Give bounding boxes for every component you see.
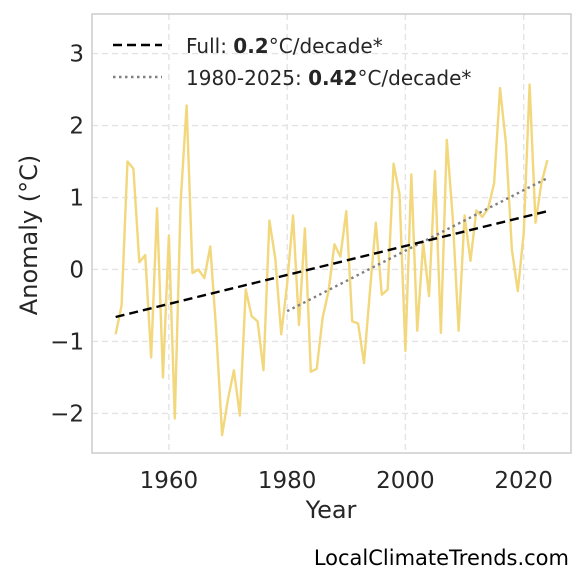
anomaly-series-line xyxy=(114,83,549,437)
y-tick-label: 3 xyxy=(69,42,84,68)
source-credit: LocalClimateTrends.com xyxy=(313,546,569,570)
legend-prefix: 1980-2025: xyxy=(186,66,308,90)
y-tick-label: 0 xyxy=(69,257,84,283)
y-tick-label: 1 xyxy=(69,186,84,212)
legend-suffix: °C/decade* xyxy=(357,66,471,90)
y-tick-label: 2 xyxy=(69,114,84,140)
recent-trend-line xyxy=(286,177,548,313)
legend-entry: 1980-2025: 0.42°C/decade* xyxy=(186,66,471,90)
grid-lines xyxy=(92,14,571,453)
y-axis-label: Anomaly (°C) xyxy=(15,155,43,315)
legend-entry: Full: 0.2°C/decade* xyxy=(186,34,383,58)
legend-value: 0.2 xyxy=(233,34,268,58)
legend-suffix: °C/decade* xyxy=(269,34,383,58)
plot-frame xyxy=(91,13,572,454)
legend: Full: 0.2°C/decade*1980-2025: 0.42°C/dec… xyxy=(113,34,471,90)
x-tick-label: 1960 xyxy=(140,468,199,494)
legend-prefix: Full: xyxy=(186,34,233,58)
x-tick-label: 2020 xyxy=(494,468,553,494)
series-layer xyxy=(114,83,549,437)
legend-value: 0.42 xyxy=(308,66,357,90)
y-tick-label: −2 xyxy=(50,401,84,427)
x-tick-label: 2000 xyxy=(376,468,435,494)
x-tick-labels: 1960 1980 2000 2020 xyxy=(140,468,553,494)
full-trend-line xyxy=(115,210,548,319)
x-axis-label: Year xyxy=(305,496,357,524)
y-tick-label: −1 xyxy=(50,329,84,355)
x-tick-label: 1980 xyxy=(258,468,317,494)
y-tick-labels: −2 −1 0 1 2 3 xyxy=(50,42,84,428)
